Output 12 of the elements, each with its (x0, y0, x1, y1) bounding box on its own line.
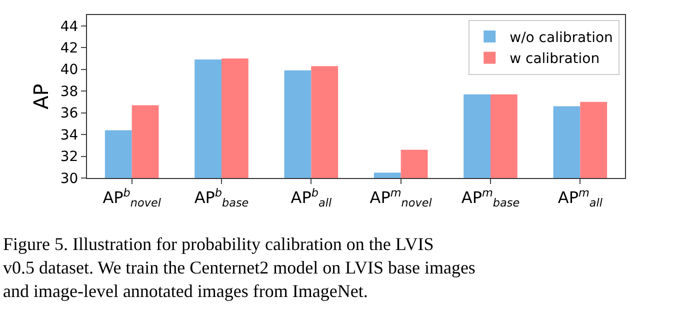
y-tick-label: 30 (60, 170, 78, 187)
y-tick-label: 32 (60, 149, 78, 166)
y-tick-label: 38 (60, 84, 78, 100)
y-tick-label: 34 (60, 127, 78, 144)
y-tick-label: 44 (60, 18, 78, 35)
caption: Figure 5. Illustration for probability calibration on the LVIS v0.5 dataset. We train the Centernet2 model on LVIS base images and image-level annotated images from ImageNet. (3, 234, 476, 301)
y-axis-title: AP (28, 84, 53, 110)
y-tick-label: 40 (60, 62, 78, 78)
legend-label: w/o calibration (510, 30, 613, 46)
y-tick-label: 36 (60, 106, 78, 122)
y-tick-label: 42 (60, 40, 78, 56)
legend-label: w calibration (510, 51, 600, 68)
